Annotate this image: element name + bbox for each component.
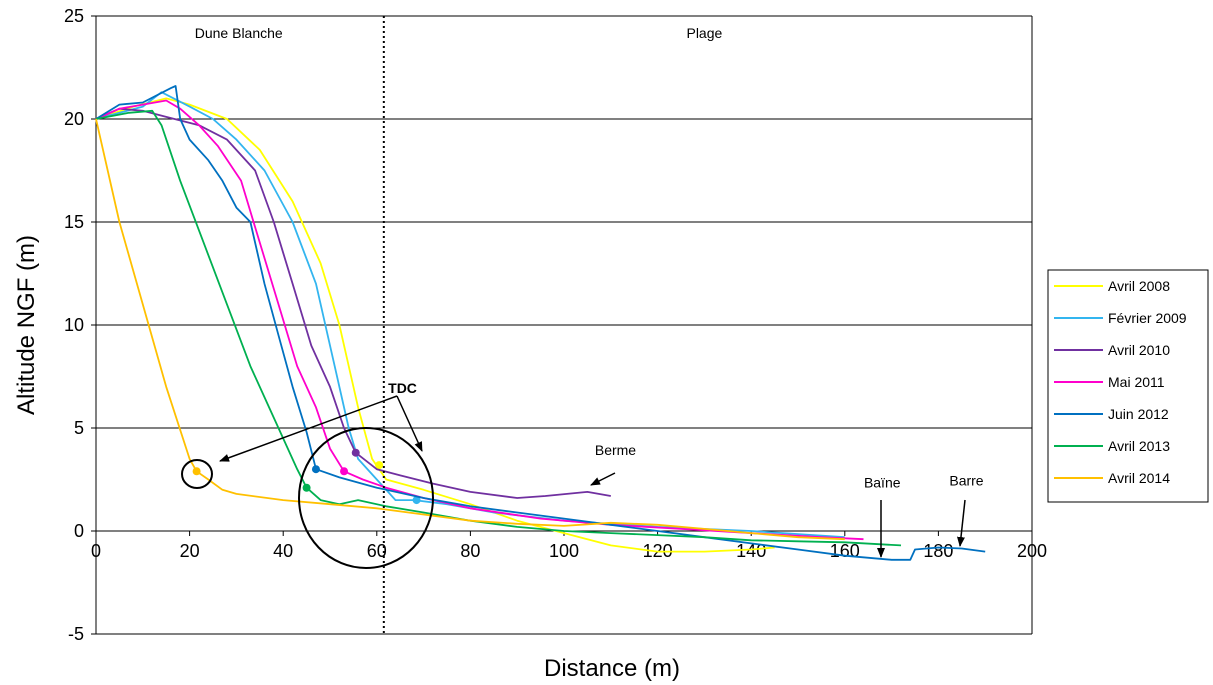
x-tick-label: 200 [1017, 541, 1047, 561]
legend-box [1047, 269, 1209, 503]
y-tick-label: 15 [64, 212, 84, 232]
x-tick-label: 160 [830, 541, 860, 561]
annotation-label: Berme [595, 442, 636, 458]
x-tick-label: 0 [91, 541, 101, 561]
tdc-point [351, 448, 360, 457]
tdc-point [340, 467, 349, 476]
series-line [95, 97, 775, 553]
x-tick-label: 180 [923, 541, 953, 561]
legend-entry: Mai 2011 [1108, 374, 1165, 390]
legend-entry: Avril 2008 [1108, 278, 1170, 294]
legend-entry: Avril 2014 [1108, 470, 1170, 486]
y-tick-label: 25 [64, 6, 84, 26]
legend: Avril 2008 Février 2009 Avril 2010 Mai 2011… [1047, 269, 1209, 503]
y-axis-title: Altitude NGF (m) [13, 235, 40, 415]
legend-entry: Avril 2010 [1108, 342, 1170, 358]
y-tick-label: 0 [74, 521, 84, 541]
series-line [95, 109, 902, 547]
annotation-label: TDC [388, 380, 417, 396]
annotation-arrow [590, 472, 616, 486]
annotation-arrow [396, 395, 423, 452]
y-tick-label: 5 [74, 418, 84, 438]
y-tick-label: 10 [64, 315, 84, 335]
tdc-point [192, 467, 201, 476]
annotation-arrow [956, 499, 966, 547]
x-tick-label: 60 [367, 541, 387, 561]
x-axis-title: Distance (m) [544, 655, 680, 682]
x-tick-label: 100 [549, 541, 579, 561]
annotations: Dune Blanche Plage TDC Berme Baïne Barre [181, 16, 984, 634]
tdc-point [302, 483, 311, 492]
series-line [95, 85, 986, 561]
series-line [95, 107, 611, 499]
x-tick-label: 40 [273, 541, 293, 561]
y-tick-label: -5 [68, 624, 84, 644]
zone-label: Dune Blanche [195, 25, 283, 41]
tdc-point [412, 496, 421, 505]
annotation-arrow [219, 395, 398, 462]
series-lines [95, 85, 986, 561]
zone-label: Plage [686, 25, 722, 41]
tdc-small-circle [181, 459, 213, 489]
annotation-label: Baïne [864, 475, 901, 491]
y-tick-label: 20 [64, 109, 84, 129]
legend-entry: Avril 2013 [1108, 438, 1170, 454]
tdc-point [311, 465, 320, 474]
x-tick-label: 20 [180, 541, 200, 561]
tdc-point [375, 461, 384, 470]
tdc-ellipse [298, 427, 434, 569]
x-tick-label: 80 [460, 541, 480, 561]
annotation-label: Barre [949, 473, 983, 489]
legend-entry: Février 2009 [1108, 310, 1187, 326]
legend-entry: Juin 2012 [1108, 406, 1169, 422]
grid-lines [96, 15, 1032, 532]
x-tick-label: 140 [736, 541, 766, 561]
series-line [95, 118, 845, 541]
